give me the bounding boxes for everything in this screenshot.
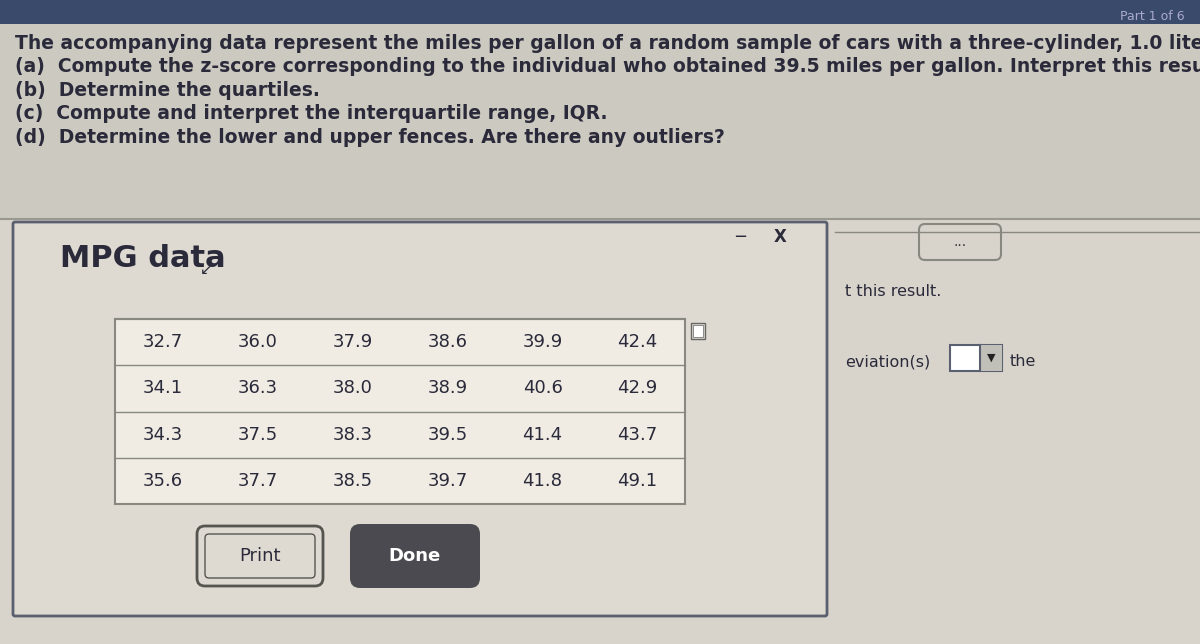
Bar — [980, 345, 1002, 371]
FancyBboxPatch shape — [13, 222, 827, 616]
Text: (b)  Determine the quartiles.: (b) Determine the quartiles. — [14, 81, 320, 100]
Text: (d)  Determine the lower and upper fences. Are there any outliers?: (d) Determine the lower and upper fences… — [14, 128, 725, 147]
Text: 38.6: 38.6 — [427, 333, 468, 351]
Text: 41.8: 41.8 — [522, 472, 563, 490]
Text: 38.5: 38.5 — [332, 472, 372, 490]
Text: 34.1: 34.1 — [143, 379, 182, 397]
Text: The accompanying data represent the miles per gallon of a random sample of cars : The accompanying data represent the mile… — [14, 34, 1200, 53]
Text: 38.3: 38.3 — [332, 426, 372, 444]
Text: ▼: ▼ — [986, 353, 995, 363]
Text: 36.3: 36.3 — [238, 379, 277, 397]
FancyBboxPatch shape — [205, 534, 314, 578]
Text: 32.7: 32.7 — [143, 333, 182, 351]
Text: 49.1: 49.1 — [618, 472, 658, 490]
Text: 42.4: 42.4 — [617, 333, 658, 351]
Text: Done: Done — [389, 547, 442, 565]
Text: 40.6: 40.6 — [522, 379, 563, 397]
FancyBboxPatch shape — [919, 224, 1001, 260]
Text: 39.9: 39.9 — [522, 333, 563, 351]
Text: 34.3: 34.3 — [143, 426, 182, 444]
Text: eviation(s): eviation(s) — [845, 354, 930, 369]
Text: ...: ... — [954, 235, 966, 249]
Bar — [950, 345, 1002, 371]
Text: 38.9: 38.9 — [427, 379, 468, 397]
Text: Print: Print — [239, 547, 281, 565]
Text: t this result.: t this result. — [845, 284, 941, 299]
Text: (c)  Compute and interpret the interquartile range, IQR.: (c) Compute and interpret the interquart… — [14, 104, 607, 123]
Text: Part 1 of 6: Part 1 of 6 — [1121, 10, 1186, 23]
Text: (a)  Compute the z-score corresponding to the individual who obtained 39.5 miles: (a) Compute the z-score corresponding to… — [14, 57, 1200, 76]
Bar — [694, 325, 703, 337]
Bar — [115, 319, 685, 504]
Bar — [0, 24, 1200, 219]
Text: MPG data: MPG data — [60, 244, 226, 273]
Text: ↙: ↙ — [200, 262, 212, 277]
Text: 35.6: 35.6 — [143, 472, 182, 490]
Text: 38.0: 38.0 — [332, 379, 372, 397]
Bar — [691, 323, 706, 339]
Text: 37.9: 37.9 — [332, 333, 373, 351]
Text: 43.7: 43.7 — [617, 426, 658, 444]
Text: ─: ─ — [734, 228, 745, 246]
Text: 39.5: 39.5 — [427, 426, 468, 444]
Text: 37.5: 37.5 — [238, 426, 277, 444]
Text: 36.0: 36.0 — [238, 333, 277, 351]
FancyBboxPatch shape — [197, 526, 323, 586]
Text: 41.4: 41.4 — [522, 426, 563, 444]
Text: 42.9: 42.9 — [617, 379, 658, 397]
FancyBboxPatch shape — [350, 524, 480, 588]
Text: 39.7: 39.7 — [427, 472, 468, 490]
Text: the: the — [1010, 354, 1037, 369]
Text: X: X — [774, 228, 786, 246]
Text: 37.7: 37.7 — [238, 472, 277, 490]
